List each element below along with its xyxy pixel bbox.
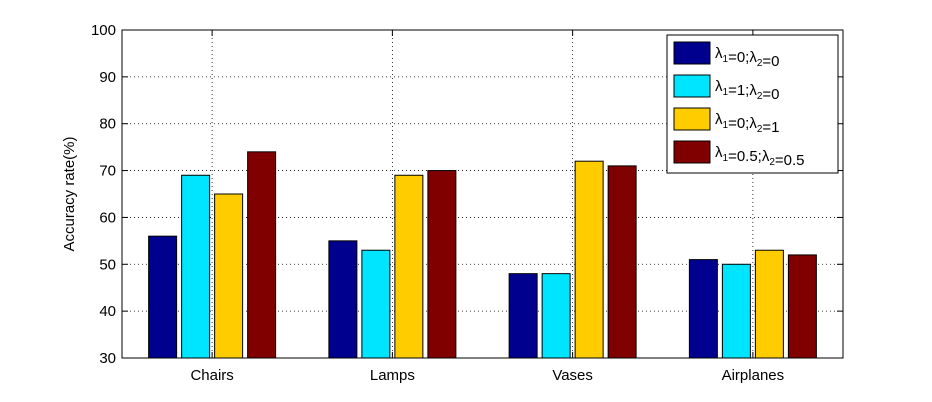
bar-series2-lamps	[361, 249, 391, 359]
bar-series3-airplanes	[754, 249, 784, 359]
legend-label-1: λ1=0;λ2=0	[715, 45, 780, 70]
legend-swatch-3	[673, 107, 711, 131]
bar-series4-chairs	[247, 151, 277, 359]
x-tick-label-airplanes: Airplanes	[722, 367, 785, 384]
y-tick-label-60: 60	[99, 209, 116, 226]
y-tick-label-80: 80	[99, 116, 116, 133]
y-axis-ticks: 30 40 50 60 70 80 90 100	[91, 22, 843, 367]
x-tick-label-vases: Vases	[552, 367, 593, 384]
y-tick-label-70: 70	[99, 163, 116, 180]
bar-series3-chairs	[214, 193, 244, 359]
legend: λ1=0;λ2=0 λ1=1;λ2=0 λ1=0;λ2=1 λ1=0.5;λ2=0.5	[666, 34, 839, 174]
legend-label-4: λ1=0.5;λ2=0.5	[715, 144, 805, 169]
bar-series4-airplanes	[787, 254, 817, 359]
y-tick-label-50: 50	[99, 256, 116, 273]
bars	[148, 151, 817, 359]
legend-swatch-2	[673, 74, 711, 98]
bar-series1-lamps	[328, 240, 358, 359]
bar-series3-lamps	[394, 174, 424, 359]
legend-swatch-1	[673, 41, 711, 65]
y-tick-label-30: 30	[99, 350, 116, 367]
y-tick-label-40: 40	[99, 303, 116, 320]
legend-label-2: λ1=1;λ2=0	[715, 78, 780, 103]
bar-series1-airplanes	[688, 259, 718, 359]
x-tick-label-lamps: Lamps	[370, 367, 415, 384]
y-tick-label-90: 90	[99, 69, 116, 86]
bar-series1-chairs	[148, 235, 178, 359]
bar-series3-vases	[574, 160, 604, 359]
legend-label-3: λ1=0;λ2=1	[715, 111, 780, 136]
bar-series2-chairs	[181, 174, 211, 359]
bar-series4-vases	[607, 165, 637, 359]
legend-swatch-4	[673, 140, 711, 164]
y-axis-label: Accuracy rate(%)	[61, 136, 78, 251]
x-tick-label-chairs: Chairs	[190, 367, 233, 384]
plot-frame	[121, 29, 844, 359]
bar-series2-vases	[541, 273, 571, 359]
bar-series2-airplanes	[721, 263, 751, 359]
y-tick-label-100: 100	[91, 22, 116, 39]
bar-series1-vases	[508, 273, 538, 359]
bar-series4-lamps	[427, 170, 457, 359]
